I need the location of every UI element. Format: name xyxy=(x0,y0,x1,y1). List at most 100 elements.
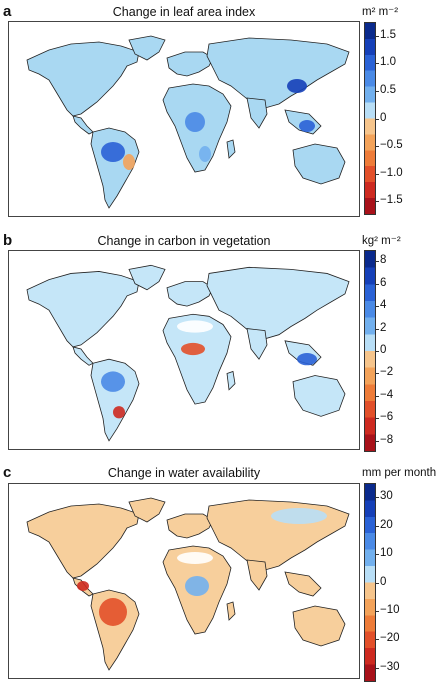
colorbar-tick-mark xyxy=(376,261,379,263)
continent-asia xyxy=(206,499,350,571)
continent-madagascar xyxy=(226,601,236,621)
colorbar-tick-mark xyxy=(376,328,379,330)
colorbar-tick-label: −4 xyxy=(380,388,394,401)
colorbar-tick-label: −8 xyxy=(380,433,394,446)
east-china-anomaly xyxy=(287,79,307,93)
panel-a: a Change in leaf area index m² m⁻² 1.5 1.… xyxy=(0,0,443,225)
colorbar-tick-mark xyxy=(376,201,379,203)
colorbar-tick-label: 6 xyxy=(380,276,387,289)
central-africa-anomaly xyxy=(185,112,205,132)
continent-north-america xyxy=(26,271,140,348)
continent-north-america xyxy=(26,503,140,579)
colorbar-tick-label: 4 xyxy=(380,299,387,312)
map-title: Change in leaf area index xyxy=(112,5,256,19)
colorbar-tick-mark xyxy=(376,610,379,612)
amazon-anomaly xyxy=(101,142,125,162)
central-africa-anomaly xyxy=(181,342,205,356)
colorbar-tick-mark xyxy=(376,440,379,442)
panel-letter: b xyxy=(3,232,13,249)
continent-africa xyxy=(162,313,232,405)
colorbar-tick-label: −10 xyxy=(380,603,400,616)
sahara-anomaly xyxy=(177,320,213,333)
colorbar-tick-mark xyxy=(376,306,379,308)
central-africa-anomaly xyxy=(185,576,209,596)
map-title: Change in carbon in vegetation xyxy=(97,234,271,248)
amazon-anomaly xyxy=(99,598,127,626)
continent-india xyxy=(246,559,268,591)
continent-india xyxy=(246,97,268,129)
panel-c: c Change in water availability mm per mo… xyxy=(0,461,443,685)
colorbar-tick-mark xyxy=(376,118,379,120)
se-brazil-anomaly xyxy=(113,406,125,419)
colorbar-tick-label: −20 xyxy=(380,632,400,645)
map-title: Change in water availability xyxy=(107,466,261,480)
colorbar-tick-mark xyxy=(376,525,379,527)
continent-greenland xyxy=(128,264,166,291)
colorbar-tick-label: 0 xyxy=(380,344,387,356)
colorbar xyxy=(364,483,376,682)
colorbar-tick-mark xyxy=(376,395,379,397)
colorbar-tick-mark xyxy=(376,90,379,92)
continent-australia xyxy=(292,143,346,185)
map-canvas xyxy=(26,497,350,671)
continent-madagascar xyxy=(226,139,236,159)
colorbar-tick-label: 1.0 xyxy=(380,56,396,69)
continent-asia xyxy=(206,266,350,340)
continent-central-america xyxy=(72,346,94,366)
colorbar-tick-mark xyxy=(376,146,379,148)
colorbar-tick-mark xyxy=(376,283,379,285)
land-layer xyxy=(26,264,350,442)
colorbar-tick-label: 2 xyxy=(380,321,387,334)
colorbar-tick-mark xyxy=(376,582,379,584)
colorbar-tick-label: 10 xyxy=(380,547,393,560)
continent-madagascar xyxy=(226,370,236,391)
colorbar-tick-label: −1.0 xyxy=(380,166,403,179)
southeast-asia-anomaly xyxy=(299,120,315,132)
world-map-vegetation-carbon xyxy=(8,250,360,450)
continent-australia xyxy=(292,605,346,647)
colorbar-tick-label: −30 xyxy=(380,660,400,673)
continent-greenland xyxy=(128,35,166,61)
continent-southeast-asia xyxy=(284,571,322,597)
amazon-anomaly xyxy=(101,371,125,392)
continent-australia xyxy=(292,375,346,417)
land-layer xyxy=(26,497,350,671)
southeast-asia-anomaly xyxy=(297,353,317,366)
colorbar-tick-mark xyxy=(376,418,379,420)
map-canvas xyxy=(26,35,350,209)
panel-letter: a xyxy=(3,3,12,20)
colorbar-tick-label: 20 xyxy=(380,518,393,531)
colorbar-units: kg² m⁻² xyxy=(362,235,401,247)
map-canvas xyxy=(26,264,350,442)
continent-europe xyxy=(166,281,214,307)
colorbar-tick-mark xyxy=(376,63,379,65)
colorbar-tick-label: −0.5 xyxy=(380,139,403,152)
colorbar-units: mm per month xyxy=(362,467,437,479)
central-america-anomaly xyxy=(77,581,89,591)
land-layer xyxy=(26,35,350,209)
siberia-anomaly xyxy=(271,508,327,524)
continent-central-america xyxy=(72,115,94,135)
southern-africa-anomaly xyxy=(199,146,211,162)
colorbar xyxy=(364,22,376,215)
colorbar-tick-label: −1.5 xyxy=(380,194,403,207)
panel-letter: c xyxy=(3,464,12,481)
colorbar-tick-mark xyxy=(376,173,379,175)
continent-greenland xyxy=(128,497,166,523)
sahara-anomaly xyxy=(177,552,213,564)
colorbar-units: m² m⁻² xyxy=(362,6,399,18)
colorbar-tick-label: 0.5 xyxy=(380,83,396,96)
colorbar-tick-mark xyxy=(376,554,379,556)
colorbar-tick-mark xyxy=(376,35,379,37)
world-map-water-availability xyxy=(8,483,360,679)
colorbar-tick-mark xyxy=(376,351,379,352)
colorbar-tick-label: 0 xyxy=(380,111,387,124)
continent-europe xyxy=(166,513,214,539)
continent-north-america xyxy=(26,41,140,117)
world-map-leaf-area xyxy=(8,21,360,217)
continent-south-america xyxy=(90,358,140,442)
panel-b: b Change in carbon in vegetation kg² m⁻²… xyxy=(0,229,443,457)
colorbar-tick-mark xyxy=(376,373,379,375)
colorbar-tick-label: −2 xyxy=(380,366,394,379)
continent-india xyxy=(246,328,268,360)
